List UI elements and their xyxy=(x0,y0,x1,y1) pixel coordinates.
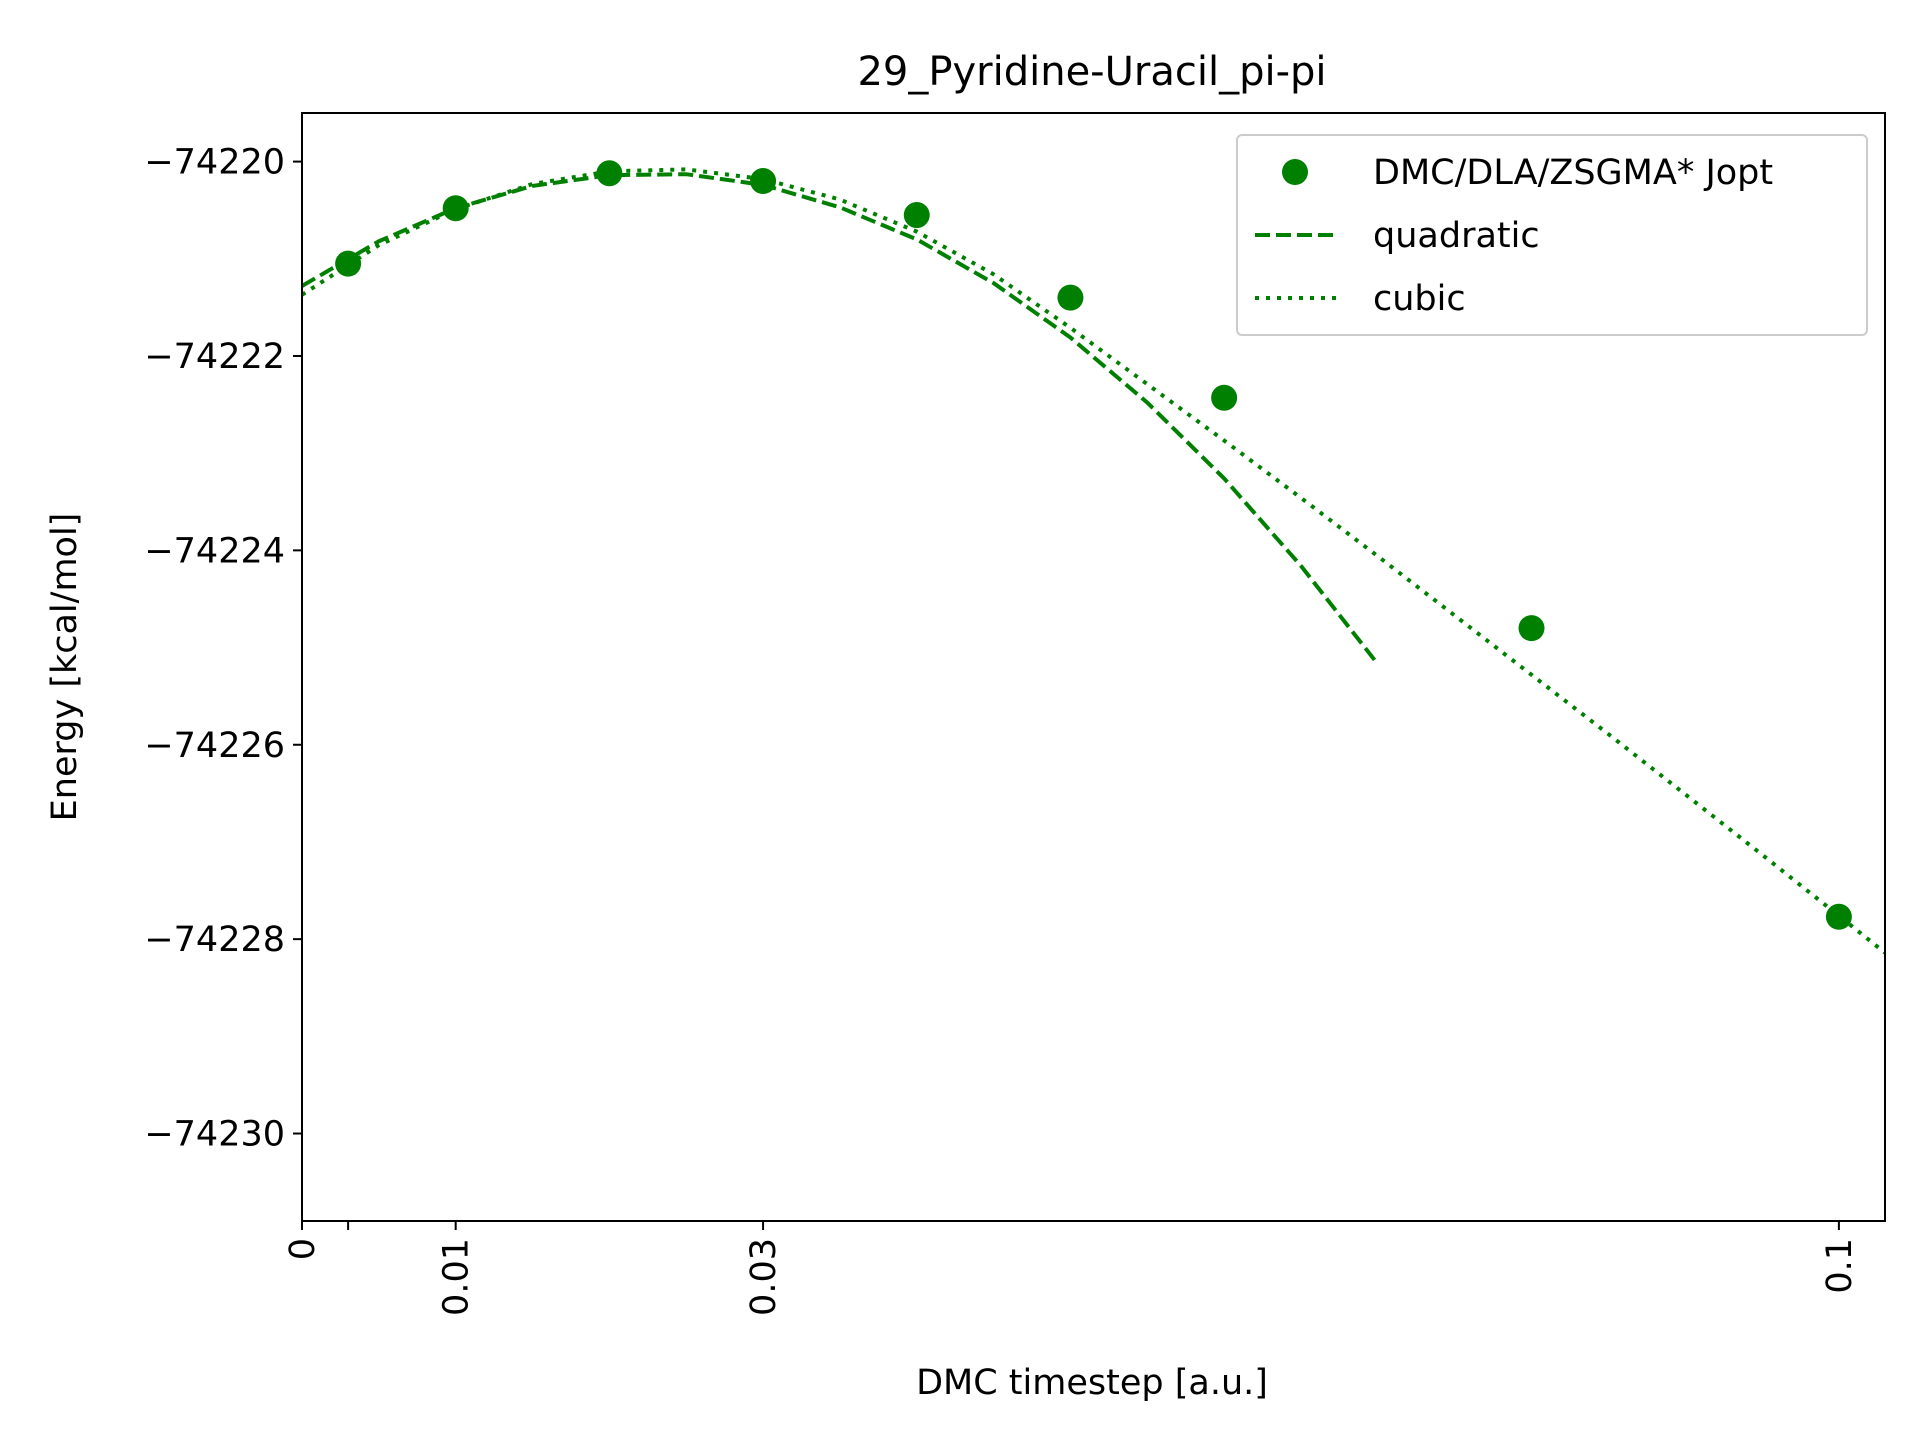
y-tick-label: −74222 xyxy=(144,337,285,377)
y-axis: −74220 −74222 −74224 −74226 −74228 −74230 xyxy=(144,143,302,1155)
legend-label: quadratic xyxy=(1373,216,1540,256)
data-point xyxy=(1518,615,1545,642)
y-tick-label: −74224 xyxy=(144,531,285,571)
legend-box xyxy=(1236,134,1868,336)
axes-frame xyxy=(301,112,1886,1222)
y-tick-label: −74226 xyxy=(144,726,285,766)
x-tick-label: 0.1 xyxy=(1820,1238,1860,1294)
y-tick-label: −74230 xyxy=(144,1115,285,1155)
x-tick-label: 0.01 xyxy=(437,1238,477,1316)
y-axis-label: Energy [kcal/mol] xyxy=(45,513,85,822)
chart-title: 29_Pyridine-Uracil_pi-pi xyxy=(857,49,1326,95)
data-point xyxy=(1211,384,1238,411)
x-axis: 0 0.01 0.03 0.1 xyxy=(283,1221,1860,1316)
series-line-quadratic xyxy=(302,172,1380,666)
legend-label: DMC/DLA/ZSGMA* Jopt xyxy=(1373,153,1773,193)
data-point xyxy=(1825,903,1852,930)
data-point xyxy=(903,202,930,229)
y-tick-label: −74228 xyxy=(144,920,285,960)
x-axis-label: DMC timestep [a.u.] xyxy=(916,1363,1268,1403)
legend-marker xyxy=(1282,159,1308,185)
y-tick-label: −74220 xyxy=(144,143,285,183)
data-point xyxy=(596,160,623,187)
data-point xyxy=(1057,284,1084,311)
series-line-cubic xyxy=(302,167,1885,955)
legend: DMC/DLA/ZSGMA* Jopt quadratic cubic xyxy=(1236,134,1868,336)
x-tick-label: 0 xyxy=(283,1238,323,1260)
x-tick-label: 0.03 xyxy=(744,1238,784,1316)
plot-area xyxy=(302,160,1885,955)
legend-label: cubic xyxy=(1373,279,1466,319)
